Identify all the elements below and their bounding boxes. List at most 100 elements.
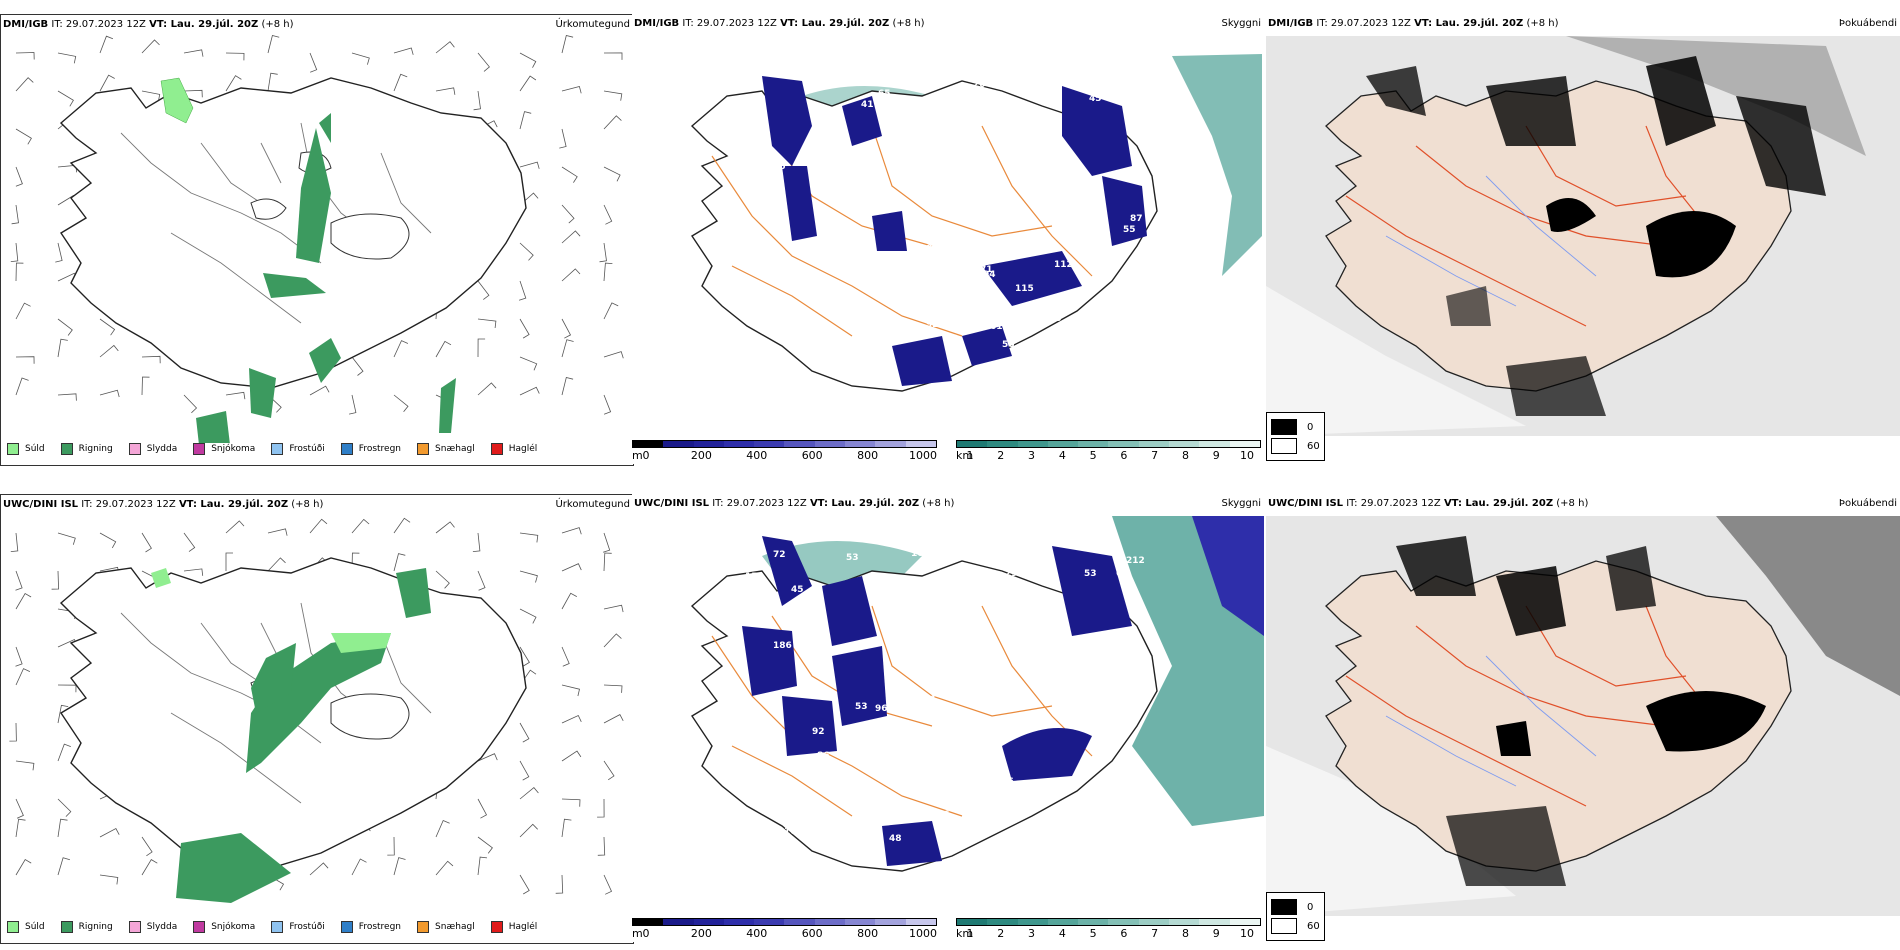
cloudbase-value-label: 115 xyxy=(1015,284,1034,294)
colorbar-tick: 600 xyxy=(801,449,823,462)
precip-legend-item: Haglél xyxy=(490,921,537,933)
wind-barb xyxy=(57,857,71,876)
cloudbase-value-label: 45 xyxy=(791,585,804,595)
wind-barb xyxy=(225,75,242,92)
colorbar-bin xyxy=(1108,441,1139,447)
colorbar-tick: 1 xyxy=(966,449,974,462)
wind-barb xyxy=(603,204,613,225)
colorbar-tick: 1 xyxy=(966,927,974,940)
cloudbase-value-label: 65 xyxy=(878,89,891,99)
panel-type-title: Skyggni xyxy=(1221,18,1261,29)
cloudbase-value-label: 109 xyxy=(911,549,930,559)
panel-precip-bottom: UWC/DINI ISL IT: 29.07.2023 12Z VT: Lau.… xyxy=(0,494,634,944)
panel-type-title: Skyggni xyxy=(1221,498,1261,509)
wind-barb xyxy=(561,592,577,610)
colorbar-bin xyxy=(1229,441,1260,447)
colorbar-tick: 400 xyxy=(746,927,768,940)
visibility-colorbar: km 1 2 3 4 5 6 7 8 9 10 xyxy=(956,440,1261,462)
precip-map xyxy=(10,35,624,443)
cloudbase-value-label: 67 xyxy=(1116,569,1129,579)
wind-barb xyxy=(519,787,539,800)
panel-header: DMI/IGB IT: 29.07.2023 12Z VT: Lau. 29.j… xyxy=(3,19,294,30)
colorbar-bin xyxy=(723,919,755,925)
colorbar-tick: 2 xyxy=(997,927,1005,940)
wind-barb xyxy=(351,518,370,534)
wind-barb xyxy=(602,532,611,553)
wind-barb xyxy=(393,517,411,534)
wind-barb xyxy=(477,280,490,300)
precip-legend-item: Slydda xyxy=(128,443,178,455)
wind-barb xyxy=(519,356,538,371)
cloudbase-areas xyxy=(742,536,1132,866)
wind-barb xyxy=(57,52,77,64)
cloudbase-value-label: 94 xyxy=(983,270,996,280)
colorbar-bin xyxy=(875,919,906,925)
cloudbase-value-label: 55 xyxy=(1049,314,1062,324)
cloudbase-value-label: 153 xyxy=(899,632,918,642)
colorbar-tick: 6 xyxy=(1120,449,1128,462)
cloudbase-map: 56 41 42 63 52 61 55 69 08 52 72 70 76 71 49 13 68 45 112 5… xyxy=(690,54,1262,392)
cloudbase-value-label: 52 xyxy=(1063,171,1076,181)
legend-swatch xyxy=(271,443,284,455)
colorbar-bin xyxy=(987,919,1018,925)
wind-barb xyxy=(349,394,357,415)
wind-barb xyxy=(351,858,367,876)
precip-legend-item: Haglél xyxy=(490,443,537,455)
wind-barb xyxy=(57,798,72,817)
wind-barb xyxy=(99,532,117,549)
colorbar-bin xyxy=(875,441,906,447)
colorbar-bin xyxy=(1169,441,1200,447)
precip-legend-item: Frostúði xyxy=(271,443,325,455)
wind-barb xyxy=(99,344,119,358)
panel-fog-top: DMI/IGB IT: 29.07.2023 12Z VT: Lau. 29.j… xyxy=(1266,14,1900,464)
wind-barb xyxy=(603,714,624,724)
precip-legend-item: Frostúði xyxy=(271,921,325,933)
cloudbase-value-label: 71 xyxy=(980,265,993,275)
wind-barb xyxy=(57,318,73,336)
cloudbase-value-label: 83 xyxy=(1049,306,1062,316)
colorbar-bin xyxy=(957,919,988,925)
wind-barb xyxy=(519,386,540,396)
wind-barb xyxy=(561,798,581,807)
colorbar-tick: 9 xyxy=(1212,927,1220,940)
colorbar-bin xyxy=(754,441,785,447)
wind-barb xyxy=(519,52,537,68)
wind-barb xyxy=(561,714,582,724)
wind-barb xyxy=(603,633,622,648)
wind-barb xyxy=(477,318,497,329)
wind-barb xyxy=(393,857,406,876)
cloudbase-value-label: 76 xyxy=(918,231,931,241)
colorbar-unit: km xyxy=(956,449,974,462)
legend-label: Frostregn xyxy=(358,444,402,454)
wind-barb xyxy=(519,570,538,583)
wind-barb xyxy=(603,90,623,101)
cloudbase-value-label: 87 xyxy=(1130,214,1143,224)
panel-cloudbase-top: DMI/IGB IT: 29.07.2023 12Z VT: Lau. 29.j… xyxy=(632,14,1264,464)
precip-legend-item: Snæhagl xyxy=(417,443,475,455)
colorbar-bin xyxy=(814,919,846,925)
wind-barb xyxy=(603,166,621,182)
cloudbase-value-label: 53 xyxy=(1114,79,1127,89)
wind-barb xyxy=(141,355,161,364)
legend-label: Slydda xyxy=(146,444,178,454)
cloudbase-value-label: 42 xyxy=(1029,803,1042,813)
cloudbase-value-label: 31 xyxy=(924,695,937,705)
cloudbase-value-label: 69 xyxy=(861,205,874,215)
cloudbase-value-label: 212 xyxy=(1126,556,1145,566)
wind-barb xyxy=(141,39,160,54)
legend-swatch xyxy=(340,921,353,933)
wind-barb xyxy=(519,318,530,339)
cloudbase-value-label: 55 xyxy=(1123,225,1136,235)
wind-barb xyxy=(57,818,68,838)
cloudbase-value-label: 553 xyxy=(930,773,949,783)
wind-barb xyxy=(10,242,19,262)
precip-areas xyxy=(151,568,431,903)
wind-barb xyxy=(603,874,613,895)
cloudbase-value-label: 52 xyxy=(845,313,858,323)
wind-barb xyxy=(183,532,196,552)
cloudbase-value-label: 49 xyxy=(1036,180,1049,190)
wind-barb xyxy=(57,704,69,724)
precip-map xyxy=(9,517,624,903)
colorbar-tick: 0 xyxy=(642,449,650,462)
precip-legend: Súld Rigning Slydda Snjókoma Frostúði Frostre… xyxy=(1,921,633,933)
